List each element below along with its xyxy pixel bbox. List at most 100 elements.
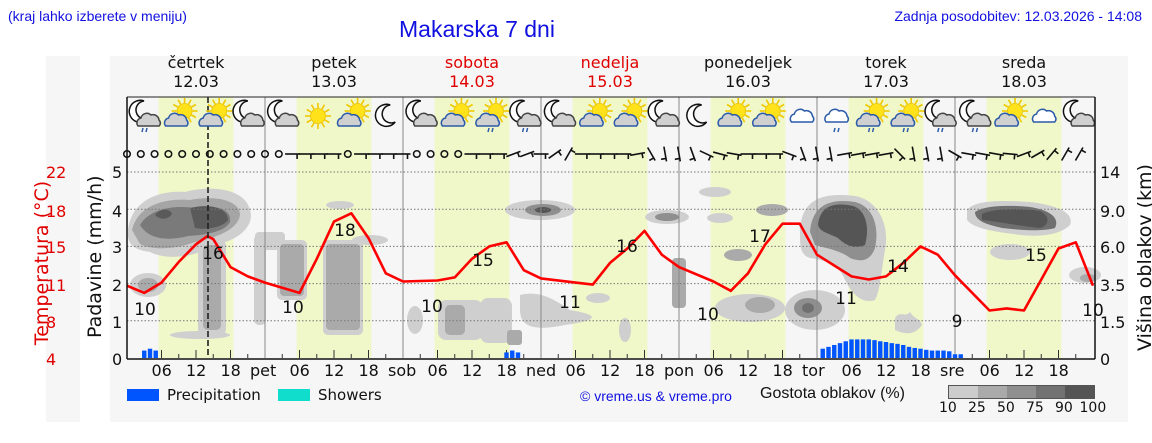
density-tick: 75 bbox=[1026, 400, 1044, 416]
wind-barb-icon bbox=[812, 146, 820, 162]
sun-cloud-icon bbox=[578, 98, 613, 127]
wind-barb-icon bbox=[864, 151, 880, 159]
day-label-0: četrtek 12.03 bbox=[131, 53, 261, 91]
calm-wind-icon bbox=[426, 149, 435, 159]
x-tick-label: 06 bbox=[979, 361, 1000, 380]
x-tick-label: 12 bbox=[600, 361, 621, 380]
temp-annotation: 15 bbox=[1025, 246, 1047, 266]
wind-barb-icon bbox=[850, 151, 866, 159]
calm-wind-icon bbox=[205, 149, 214, 159]
wind-barb-icon bbox=[492, 153, 508, 159]
calm-wind-icon bbox=[191, 149, 201, 159]
temp-annotation: 16 bbox=[616, 237, 638, 257]
wind-barb-icon bbox=[961, 151, 977, 160]
wind-barb-icon bbox=[616, 153, 632, 159]
x-tick-label: 06 bbox=[841, 361, 862, 380]
cloud-height-tick: 3.5 bbox=[1100, 276, 1126, 295]
wind-barb-icon bbox=[1002, 152, 1018, 160]
day-date: 14.03 bbox=[449, 72, 495, 91]
temp-tick: 11 bbox=[46, 276, 67, 295]
wind-barb-icon bbox=[354, 153, 370, 159]
precipitation-label: Precipitation bbox=[167, 386, 261, 404]
temp-annotation: 17 bbox=[749, 227, 771, 247]
day-date: 17.03 bbox=[863, 72, 909, 91]
x-tick-label: 18 bbox=[634, 361, 655, 380]
wind-barb-icon bbox=[574, 153, 590, 159]
moon-icon bbox=[374, 103, 396, 128]
sun-cloud-icon bbox=[994, 98, 1028, 127]
x-tick-label: 12 bbox=[324, 361, 345, 380]
temperature-line bbox=[126, 212, 1095, 312]
wind-barb-icon bbox=[782, 150, 797, 161]
temp-annotation: 10 bbox=[1082, 301, 1104, 321]
sun-cloud-icon bbox=[163, 98, 198, 127]
temp-annotation: 11 bbox=[559, 293, 581, 313]
wind-barb-icon bbox=[699, 150, 714, 161]
day-name: nedelja bbox=[580, 53, 640, 72]
wind-barb-icon bbox=[381, 153, 397, 159]
calm-wind-icon bbox=[440, 149, 449, 159]
x-tick-label: 18 bbox=[1048, 361, 1069, 380]
copyright-link[interactable]: © vreme.us & vreme.pro bbox=[580, 388, 732, 404]
sun-cloud-rain-icon bbox=[475, 98, 509, 133]
wind-barb-icon bbox=[674, 146, 682, 162]
sun-cloud-icon bbox=[717, 98, 752, 127]
moon-cloud-rain-icon bbox=[128, 99, 162, 133]
density-tick: 25 bbox=[968, 400, 986, 416]
wind-barb-icon bbox=[602, 153, 618, 159]
x-tick-label: 18 bbox=[772, 361, 793, 380]
sun-cloud-rain-icon bbox=[855, 98, 890, 133]
temp-annotation: 10 bbox=[282, 298, 304, 318]
moon-cloud-icon bbox=[543, 99, 577, 127]
wind-barb-icon bbox=[660, 146, 668, 162]
day-name: sobota bbox=[444, 53, 500, 72]
last-update: Zadnja posodobitev: 12.03.2026 - 14:08 bbox=[894, 8, 1142, 24]
x-tick-label: 06 bbox=[289, 361, 310, 380]
x-tick-label: 18 bbox=[220, 361, 241, 380]
calm-wind-icon bbox=[260, 149, 270, 159]
calm-wind-icon bbox=[247, 149, 256, 159]
wind-barb-icon bbox=[1060, 147, 1073, 161]
temp-annotation: 10 bbox=[421, 297, 443, 317]
calm-wind-icon bbox=[412, 149, 421, 159]
wind-barb-icon bbox=[754, 153, 770, 159]
wind-barb-icon bbox=[988, 151, 1004, 160]
wind-barb-icon bbox=[975, 151, 991, 160]
wind-barb-icon bbox=[564, 147, 576, 161]
legend-precipitation: Precipitation bbox=[127, 386, 261, 404]
cloud-density-map bbox=[127, 187, 1101, 345]
wind-barb-icon bbox=[893, 148, 906, 162]
moon-cloud-rain-icon bbox=[509, 99, 542, 133]
temp-annotation: 18 bbox=[334, 221, 356, 241]
cloud-height-tick: 6.0 bbox=[1100, 238, 1126, 257]
x-tick-label: 18 bbox=[910, 361, 931, 380]
moon-icon bbox=[686, 103, 708, 128]
wind-barb-icon bbox=[533, 153, 549, 159]
day-label-5: torek 17.03 bbox=[821, 53, 951, 91]
wind-barb-icon bbox=[646, 147, 656, 162]
wind-barb-icon bbox=[1016, 150, 1032, 158]
wind-barb-icon bbox=[726, 151, 742, 160]
calm-wind-icon bbox=[150, 149, 159, 159]
sun-cloud-icon bbox=[198, 98, 233, 127]
showers-label: Showers bbox=[318, 386, 382, 404]
day-date: 16.03 bbox=[725, 72, 771, 91]
cloud-height-tick: 1.5 bbox=[1100, 313, 1126, 332]
moon-cloud-icon bbox=[266, 99, 300, 127]
temp-annotation: 15 bbox=[472, 251, 494, 271]
region-hint: (kraj lahko izberete v meniju) bbox=[8, 8, 187, 24]
day-label-1: petek 13.03 bbox=[269, 53, 399, 91]
day-date: 15.03 bbox=[587, 72, 633, 91]
day-date: 18.03 bbox=[1001, 72, 1047, 91]
calm-wind-icon bbox=[274, 149, 283, 159]
day-name: torek bbox=[865, 53, 907, 72]
wind-barb-icon bbox=[740, 153, 756, 159]
wind-barb-icon bbox=[837, 151, 853, 159]
x-tick-label: 06 bbox=[565, 361, 586, 380]
sun-cloud-icon bbox=[613, 98, 648, 127]
cloud-height-tick: 14 bbox=[1100, 163, 1121, 182]
precip-tick: 3 bbox=[112, 238, 123, 257]
wind-barb-icon bbox=[936, 146, 944, 162]
x-tick-label: 18 bbox=[358, 361, 379, 380]
temp-tick: 22 bbox=[46, 163, 67, 182]
